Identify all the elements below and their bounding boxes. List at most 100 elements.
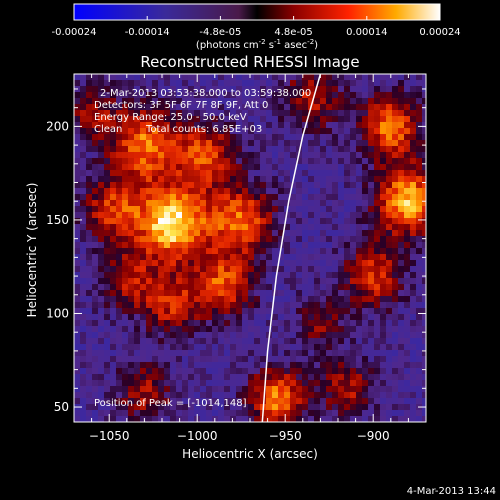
heatmap-cell [188,176,195,183]
heatmap-cell [314,206,321,213]
heatmap-cell [290,248,297,255]
heatmap-cell [404,170,411,177]
heatmap-cell [338,224,345,231]
heatmap-cell [320,74,327,81]
heatmap-cell [92,104,99,111]
heatmap-cell [224,122,231,129]
heatmap-cell [356,194,363,201]
heatmap-cell [368,380,375,387]
heatmap-cell [248,308,255,315]
heatmap-cell [272,230,279,237]
heatmap-cell [176,206,183,213]
heatmap-cell [344,206,351,213]
heatmap-cell [272,416,279,422]
heatmap-cell [368,218,375,225]
heatmap-cell [356,296,363,303]
heatmap-cell [362,302,369,309]
heatmap-cell [200,410,207,417]
heatmap-cell [386,146,393,153]
heatmap-cell [98,392,105,399]
heatmap-cell [92,200,99,207]
heatmap-cell [140,344,147,351]
heatmap-cell [92,236,99,243]
heatmap-cell [368,212,375,219]
heatmap-cell [152,392,159,399]
heatmap-cell [290,284,297,291]
heatmap-cell [158,296,165,303]
heatmap-cell [128,278,135,285]
solar-limb [261,74,322,422]
heatmap-cell [272,224,279,231]
heatmap-cell [362,158,369,165]
heatmap-cell [218,146,225,153]
heatmap-cell [392,170,399,177]
heatmap-cell [242,206,249,213]
heatmap-cell [350,140,357,147]
heatmap-cell [140,128,147,135]
heatmap-cell [242,296,249,303]
heatmap-cell [392,290,399,297]
heatmap-cell [398,356,405,363]
heatmap-cell [248,338,255,345]
heatmap-cell [98,158,105,165]
heatmap-cell [74,266,81,273]
heatmap-cell [404,230,411,237]
heatmap-cell [140,206,147,213]
heatmap-cell [272,122,279,129]
heatmap-cell [272,92,279,99]
heatmap-cell [122,290,129,297]
heatmap-cell [74,392,81,399]
heatmap-cell [308,272,315,279]
heatmap-cell [218,320,225,327]
heatmap-cell [368,344,375,351]
heatmap-cell [260,152,267,159]
heatmap-cell [158,140,165,147]
heatmap-cell [362,410,369,417]
heatmap-cell [374,236,381,243]
heatmap-cell [242,176,249,183]
heatmap-cell [182,404,189,411]
heatmap-cell [308,254,315,261]
heatmap-cell [422,110,426,117]
heatmap-cell [272,110,279,117]
heatmap-cell [404,146,411,153]
heatmap-cell [254,260,261,267]
heatmap-cell [362,362,369,369]
heatmap-cell [314,350,321,357]
annotation-peak: Position of Peak = [-1014,148] [94,398,247,409]
heatmap-cell [146,152,153,159]
heatmap-cell [326,230,333,237]
heatmap-cell [320,200,327,207]
heatmap-cell [236,80,243,87]
heatmap-cell [272,410,279,417]
heatmap-cell [86,320,93,327]
heatmap-cell [356,212,363,219]
heatmap-cell [158,308,165,315]
heatmap-cell [290,104,297,111]
heatmap-cell [386,314,393,321]
heatmap-cell [248,296,255,303]
heatmap-cell [140,332,147,339]
heatmap-cell [122,278,129,285]
heatmap-cell [392,338,399,345]
heatmap-cell [350,104,357,111]
heatmap-cell [380,104,387,111]
heatmap-cell [314,416,321,422]
heatmap-cell [122,170,129,177]
heatmap-cell [248,224,255,231]
heatmap-cell [194,392,201,399]
heatmap-cell [188,314,195,321]
heatmap-cell [254,146,261,153]
heatmap-cell [368,200,375,207]
heatmap-cell [212,158,219,165]
heatmap-cell [92,194,99,201]
heatmap-cell [128,74,135,81]
heatmap-cell [164,356,171,363]
heatmap-cell [326,254,333,261]
heatmap-cell [314,266,321,273]
heatmap-cell [332,404,339,411]
heatmap-cell [206,92,213,99]
heatmap-cell [182,374,189,381]
heatmap-cell [422,74,426,81]
heatmap-cell [140,248,147,255]
